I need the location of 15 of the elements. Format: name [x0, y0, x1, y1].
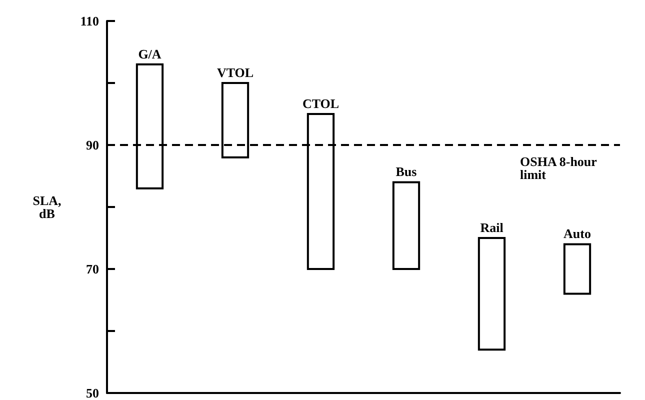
y-tick-label: 50	[86, 386, 99, 400]
y-axis-title: SLA, dB	[32, 193, 62, 221]
x-tick-label: Rail	[480, 220, 504, 235]
x-tick-label: Auto	[564, 226, 591, 242]
y-tick-label: 70	[86, 262, 99, 276]
x-tick-label: G/A	[138, 46, 162, 62]
y-tick-label: 90	[86, 138, 99, 152]
ref-line-label: OSHA 8-hour limit	[520, 154, 598, 182]
x-tick-label: Bus	[396, 164, 417, 180]
bar	[478, 237, 506, 351]
bar	[563, 243, 592, 295]
x-tick-label: CTOL	[302, 96, 340, 111]
x-tick-label: VTOL	[216, 65, 254, 80]
y-tick-label: 110	[80, 14, 99, 28]
bar	[392, 181, 420, 270]
